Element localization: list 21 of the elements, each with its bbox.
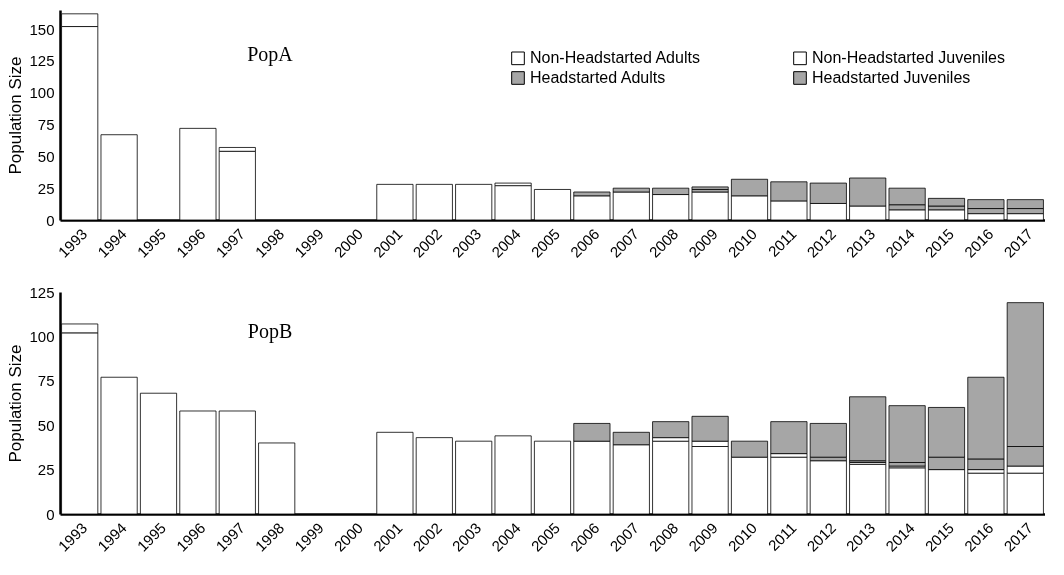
y-tick-label: 25	[37, 461, 55, 479]
y-tick-label: 0	[46, 505, 55, 523]
y-tick-label: 125	[29, 52, 55, 70]
y-tick-label: 50	[37, 416, 55, 434]
y-tick-label: 0	[46, 211, 55, 229]
annotation: PopB	[247, 320, 293, 343]
legend-label: Headstarted Adults	[530, 69, 666, 86]
y-tick-label: 100	[29, 327, 55, 345]
y-tick-label: 50	[37, 147, 55, 165]
y-axis-title: Population Size	[6, 344, 26, 463]
y-tick-label: 75	[37, 372, 55, 390]
legend-label: Headstarted Juveniles	[812, 69, 971, 86]
y-tick-label: 150	[29, 20, 55, 38]
annotation: PopA	[247, 43, 294, 66]
y-tick-label: 25	[37, 179, 55, 197]
y-tick-label: 75	[37, 116, 55, 134]
y-tick-label: 125	[29, 283, 55, 301]
legend-label: Non-Headstarted Juveniles	[812, 49, 1005, 67]
y-tick-label: 100	[29, 84, 55, 102]
legend-label: Non-Headstarted Adults	[530, 49, 700, 67]
y-axis-title: Population Size	[6, 56, 26, 175]
